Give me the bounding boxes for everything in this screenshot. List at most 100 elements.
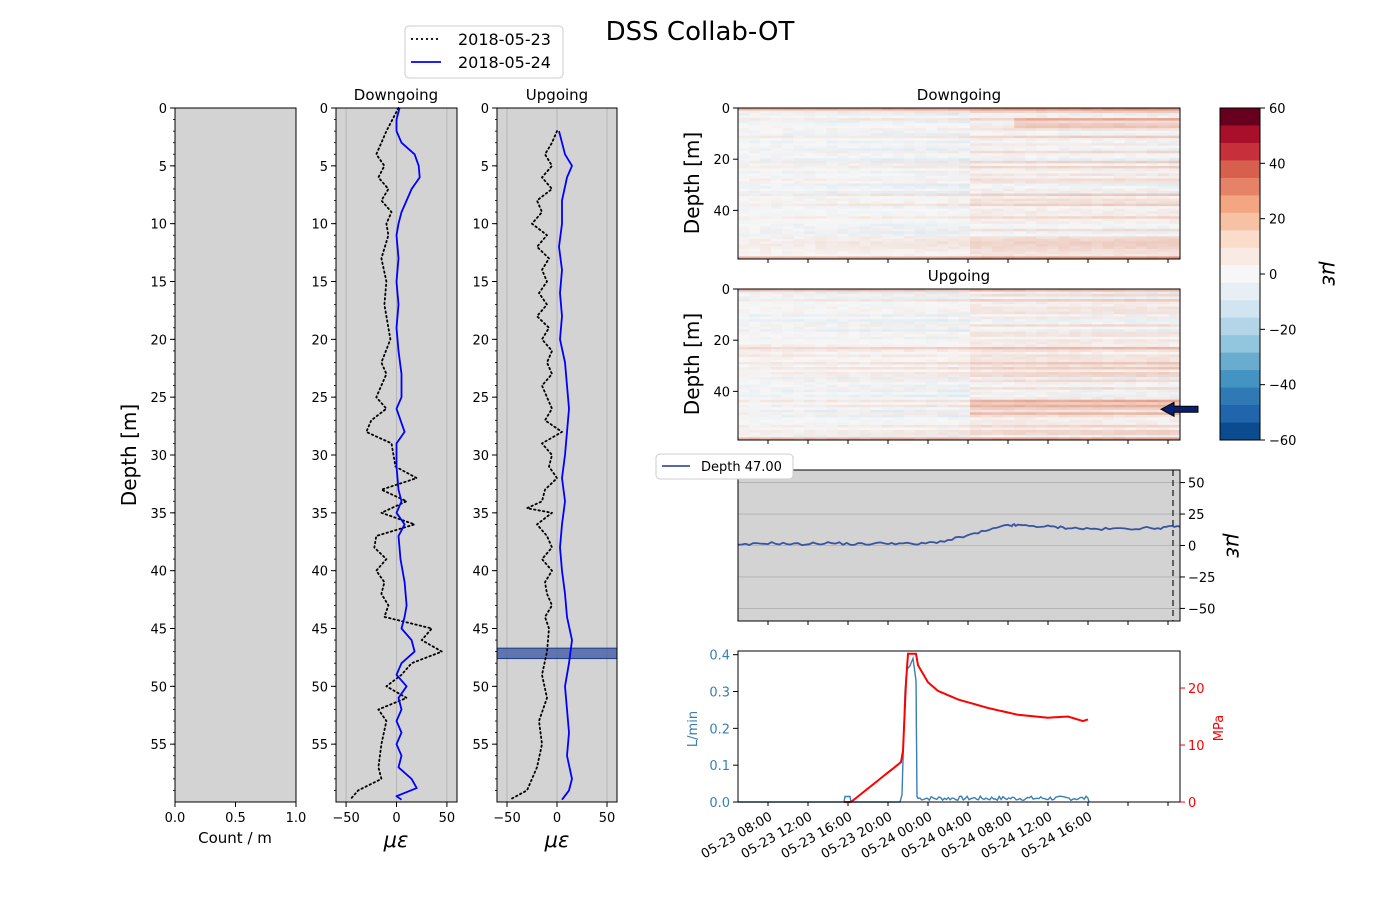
upgoing-heatmap-cell — [1124, 341, 1137, 345]
downgoing-heatmap-cell — [970, 238, 982, 242]
downgoing-heatmap-cell — [1047, 110, 1059, 114]
downgoing-heatmap-cell — [1124, 196, 1137, 200]
upgoing-heatmap-cell — [815, 314, 827, 318]
upgoing-heatmap-cell — [1091, 372, 1104, 376]
downgoing-heatmap-cell — [1102, 110, 1115, 114]
downgoing-heatmap-cell — [826, 173, 838, 177]
upgoing-heatmap-cell — [848, 422, 861, 426]
upgoing-heatmap-cell — [859, 384, 872, 388]
downgoing-heatmap-cell — [970, 155, 982, 159]
upgoing-heatmap-cell — [947, 316, 960, 320]
downgoing-heatmap-cell — [749, 155, 761, 159]
upgoing-heatmap-cell — [959, 299, 971, 303]
downgoing-heatmap-cell — [1091, 110, 1104, 114]
upgoing-heatmap-cell — [815, 367, 827, 371]
upgoing-heatmap-cell — [815, 427, 827, 431]
downgoing-heatmap-cell — [771, 211, 783, 215]
upgoing-heatmap-cell — [1091, 354, 1104, 358]
downgoing-heatmap-cell — [1047, 246, 1059, 250]
upgoing-heatmap-cell — [1135, 397, 1148, 401]
downgoing-heatmap-cell — [793, 113, 805, 117]
downgoing-heatmap-cell — [859, 183, 872, 187]
upgoing-heatmap-cell — [837, 364, 849, 368]
upgoing-heatmap-cell — [782, 397, 794, 401]
upgoing-heatmap-cell — [1025, 316, 1037, 320]
upgoing-heatmap-cell — [925, 351, 938, 355]
upgoing-heatmap-cell — [749, 392, 761, 396]
upgoing-heatmap-cell — [914, 321, 927, 325]
downgoing-heatmap-cell — [1146, 153, 1159, 157]
downgoing-heatmap-cell — [1036, 128, 1048, 132]
downgoing-heatmap-cell — [749, 188, 761, 192]
downgoing-heatmap-cell — [947, 175, 960, 179]
downgoing-heatmap-cell — [970, 211, 982, 215]
upgoing-heatmap-cell — [1113, 359, 1126, 363]
downgoing-heatmap-cell — [738, 251, 750, 255]
upgoing-heatmap-cell — [749, 402, 761, 406]
upgoing-heatmap-cell — [981, 294, 993, 298]
upgoing-heatmap-cell — [1003, 344, 1015, 348]
upgoing-heatmap-cell — [771, 354, 783, 358]
downgoing-heatmap-cell — [1157, 168, 1170, 172]
upgoing-heatmap-cell — [760, 294, 772, 298]
downgoing-heatmap-cell — [892, 145, 905, 149]
downgoing-heatmap-cell — [1003, 148, 1015, 152]
downgoing-heatmap-cell — [793, 223, 805, 227]
downgoing-heatmap-cell — [1102, 233, 1115, 237]
downgoing-heatmap-cell — [1113, 128, 1126, 132]
upgoing-heatmap-cell — [1113, 334, 1126, 338]
upgoing-heatmap-cell — [1113, 364, 1126, 368]
upgoing-heatmap-cell — [936, 339, 949, 343]
downgoing-heatmap-cell — [738, 208, 750, 212]
upgoing-heatmap-cell — [1047, 389, 1059, 393]
upgoing-heatmap-cell — [837, 319, 849, 323]
downgoing-heatmap-cell — [1113, 110, 1126, 114]
downgoing-heatmap-cell — [981, 113, 993, 117]
upgoing-heatmap-cell — [992, 361, 1004, 365]
upgoing-heatmap-cell — [749, 309, 761, 313]
upgoing-heatmap-cell — [881, 329, 894, 333]
downgoing-heatmap-cell — [837, 128, 849, 132]
downgoing-heatmap-cell — [1003, 160, 1015, 164]
downgoing-heatmap-cell — [1157, 236, 1170, 240]
upgoing-heatmap-cell — [1091, 309, 1104, 313]
upgoing-heatmap-cell — [815, 309, 827, 313]
downgoing-heatmap-cell — [815, 223, 827, 227]
upgoing-heatmap-cell — [1124, 354, 1137, 358]
downgoing-heatmap-cell — [970, 241, 982, 245]
downgoing-heatmap-cell — [1168, 173, 1180, 177]
upgoing-heatmap-cell — [914, 404, 927, 408]
upgoing-heatmap-cell — [848, 409, 861, 413]
downgoing-heatmap-cell — [1135, 213, 1148, 217]
downgoing-heatmap-cell — [1168, 170, 1180, 174]
upgoing-heatmap-cell — [914, 351, 927, 355]
upgoing-heatmap-cell — [749, 336, 761, 340]
upgoing-heatmap-cell — [738, 331, 750, 335]
downgoing-heatmap-cell — [1113, 163, 1126, 167]
upgoing-heatmap-cell — [1069, 379, 1082, 383]
downgoing-heatmap-cell — [793, 123, 805, 127]
upgoing-heatmap-cell — [1080, 329, 1093, 333]
downgoing-heatmap-cell — [1113, 201, 1126, 205]
downgoing-heatmap-cell — [892, 168, 905, 172]
downgoing-heatmap-cell — [959, 150, 971, 154]
upgoing-heatmap-cell — [970, 409, 982, 413]
upgoing-heatmap-cell — [837, 404, 849, 408]
upgoing-heatmap-cell — [1025, 346, 1037, 350]
upgoing-heatmap-cell — [1113, 349, 1126, 353]
upgoing-heatmap-cell — [1124, 314, 1137, 318]
upgoing-heatmap-cell — [1058, 339, 1070, 343]
upgoing-heatmap-cell — [936, 354, 949, 358]
upgoing-heatmap-cell — [1168, 339, 1180, 343]
upgoing-heatmap-cell — [859, 289, 872, 293]
upgoing-heatmap-cell — [970, 387, 982, 391]
downgoing-heatmap-cell — [1124, 206, 1137, 210]
upgoing-heatmap-cell — [1124, 301, 1137, 305]
downgoing-heatmap-cell — [793, 253, 805, 257]
upgoing-heatmap-cell — [1080, 351, 1093, 355]
downgoing-heatmap-cell — [771, 113, 783, 117]
downgoing-heatmap-cell — [1102, 140, 1115, 144]
upgoing-heatmap-cell — [959, 301, 971, 305]
upgoing-heatmap-cell — [1014, 392, 1026, 396]
upgoing-heatmap-cell — [936, 361, 949, 365]
